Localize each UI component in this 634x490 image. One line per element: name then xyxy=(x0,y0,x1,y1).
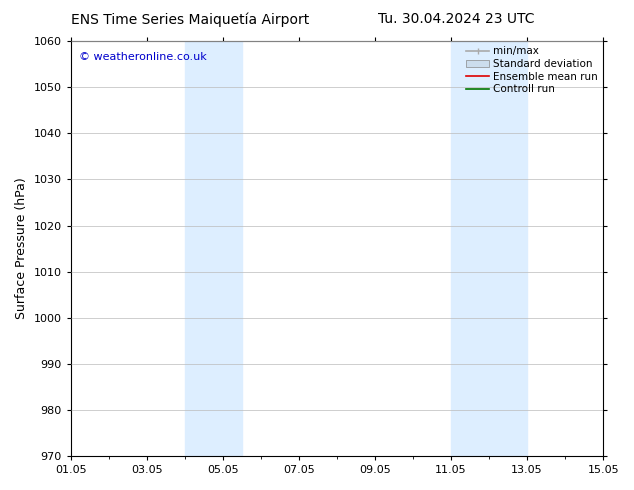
Legend: min/max, Standard deviation, Ensemble mean run, Controll run: min/max, Standard deviation, Ensemble me… xyxy=(464,44,600,97)
Y-axis label: Surface Pressure (hPa): Surface Pressure (hPa) xyxy=(15,178,28,319)
Text: Tu. 30.04.2024 23 UTC: Tu. 30.04.2024 23 UTC xyxy=(378,12,534,26)
Bar xyxy=(451,41,527,456)
Text: © weatheronline.co.uk: © weatheronline.co.uk xyxy=(79,51,207,62)
Bar xyxy=(185,41,242,456)
Text: ENS Time Series Maiquetía Airport: ENS Time Series Maiquetía Airport xyxy=(71,12,309,27)
